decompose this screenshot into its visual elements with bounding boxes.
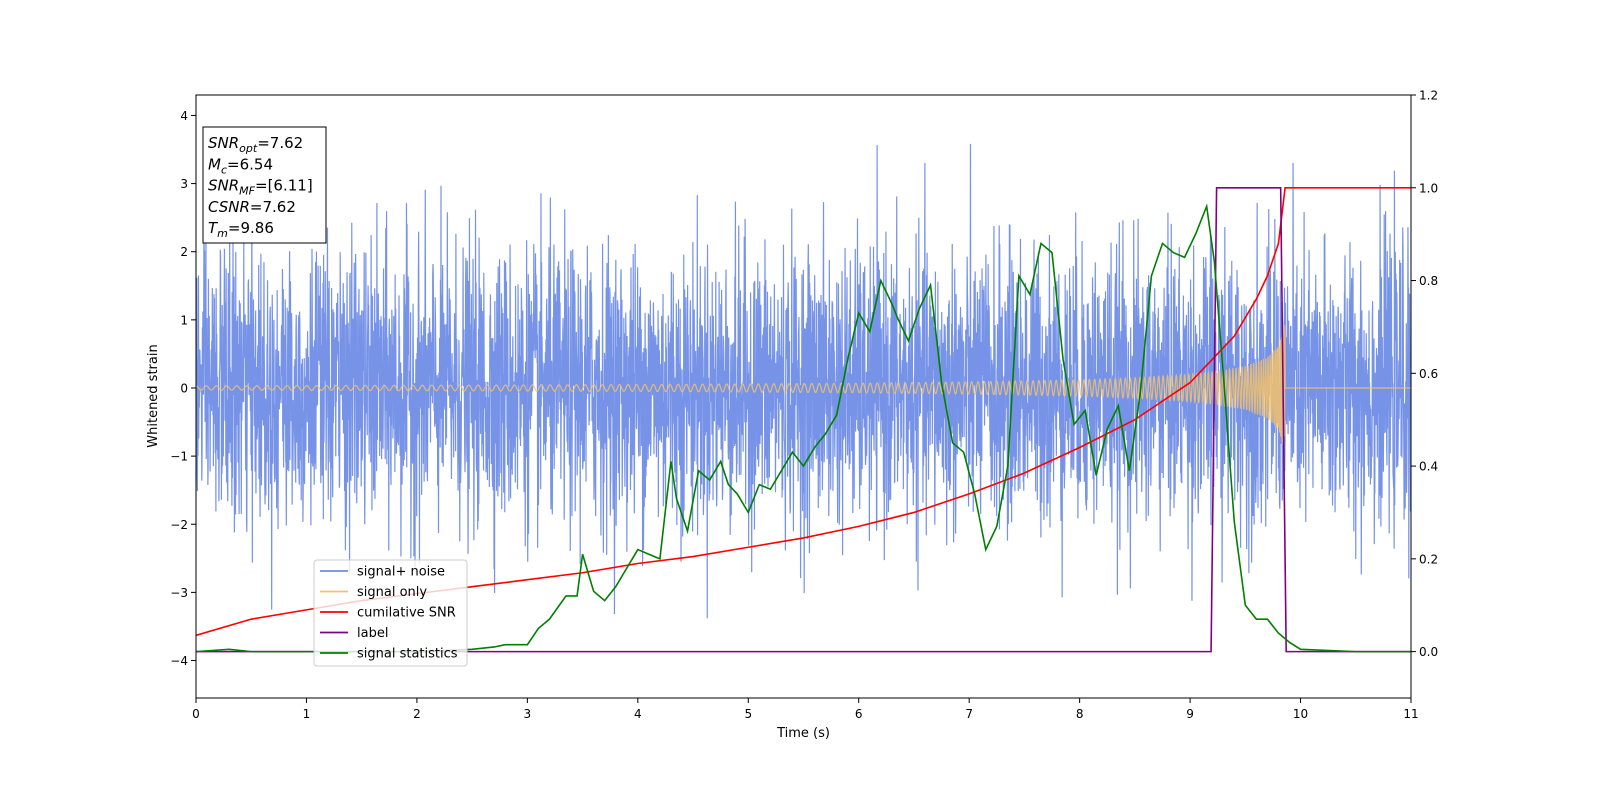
- annotation-line: Mc=6.54: [208, 155, 273, 176]
- y2-tick-label: 1.2: [1419, 89, 1438, 103]
- x-tick-label: 3: [524, 707, 532, 721]
- annotation-line: SNRMF=[6.11]: [208, 177, 313, 198]
- legend-label: cumilative SNR: [357, 606, 456, 621]
- y-axis-right: 0.0 0.2 0.4 0.6 0.8 1.0 1.2: [1411, 89, 1438, 659]
- x-axis-label: Time (s): [776, 726, 830, 741]
- annotation-frame: [202, 126, 327, 244]
- annotation-line: CSNR=7.62: [208, 198, 296, 216]
- legend-label: signal+ noise: [357, 565, 445, 580]
- y-tick-label: 2: [180, 245, 188, 259]
- y-tick-label: 3: [180, 177, 188, 191]
- y2-tick-label: 0.2: [1419, 552, 1438, 566]
- series-line-label: [196, 186, 1411, 653]
- y-tick-label: 4: [180, 109, 188, 123]
- x-tick-label: 5: [744, 707, 752, 721]
- y-tick-label: −1: [170, 450, 188, 464]
- legend: signal+ noise signal only cumilative SNR la…: [313, 559, 468, 667]
- chirp-line: [196, 325, 1411, 445]
- x-axis: 0 1 2 3 4 5 6 7 8 9 10 11: [192, 698, 1419, 721]
- x-tick-label: 8: [1076, 707, 1084, 721]
- x-tick-label: 7: [965, 707, 973, 721]
- y2-tick-label: 0.0: [1419, 645, 1438, 659]
- x-tick-label: 0: [192, 707, 200, 721]
- x-tick-label: 2: [413, 707, 421, 721]
- y2-tick-label: 0.8: [1419, 274, 1438, 288]
- x-tick-label: 10: [1293, 707, 1308, 721]
- x-tick-label: 9: [1186, 707, 1194, 721]
- y-tick-label: 0: [180, 381, 188, 395]
- y2-tick-label: 0.6: [1419, 367, 1438, 381]
- y2-tick-label: 1.0: [1419, 181, 1438, 195]
- annotation-line: SNRopt=7.62: [208, 134, 303, 155]
- noise-line: [196, 143, 1411, 619]
- x-tick-label: 11: [1403, 707, 1418, 721]
- y-tick-label: −3: [170, 586, 188, 600]
- y2-tick-label: 0.4: [1419, 460, 1438, 474]
- series-signal-only: [196, 325, 1411, 445]
- legend-label: signal statistics: [357, 647, 458, 662]
- y-axis-left: −4 −3 −2 −1 0 1 2 3 4: [170, 109, 196, 668]
- y-axis-label: Whitened strain: [146, 344, 161, 447]
- legend-label: label: [357, 626, 388, 641]
- annotation-line: Tm=9.86: [208, 219, 274, 240]
- y-tick-label: 1: [180, 313, 188, 327]
- legend-frame: [313, 559, 468, 667]
- x-tick-label: 4: [634, 707, 642, 721]
- series-signal-noise: [196, 143, 1411, 619]
- y-tick-label: −4: [170, 654, 188, 668]
- plot-frame: [195, 94, 1412, 699]
- series-line-signal-statistics: [196, 203, 1411, 653]
- x-tick-label: 1: [303, 707, 311, 721]
- x-tick-label: 6: [855, 707, 863, 721]
- legend-label: signal only: [357, 585, 427, 600]
- y-tick-label: −2: [170, 518, 188, 532]
